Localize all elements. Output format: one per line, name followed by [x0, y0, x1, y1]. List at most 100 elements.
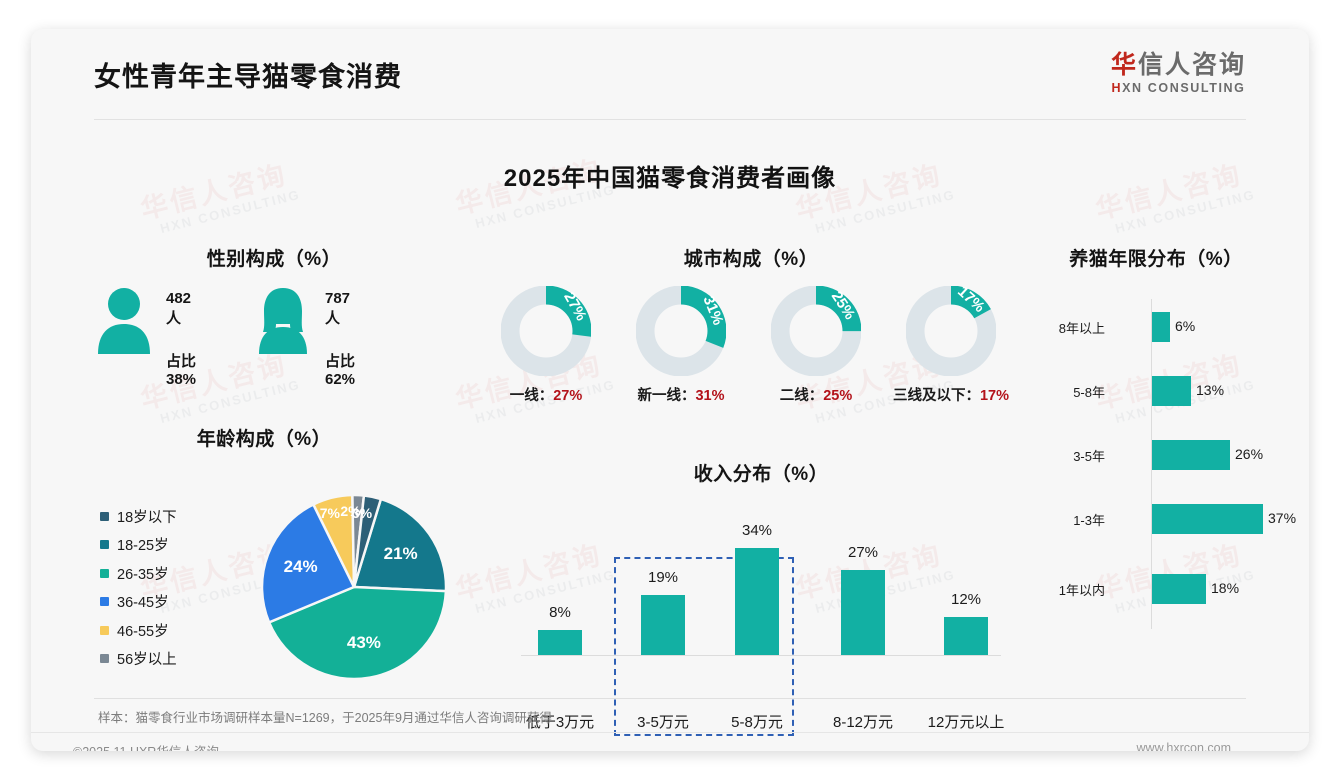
income-bar-低于3万元: [538, 629, 582, 655]
pie-slice-label: 7%: [319, 505, 340, 522]
donut-新一线: 31%: [636, 286, 726, 376]
age-pie: 21% 43% 24% 7% 2% 3%: [259, 492, 449, 682]
income-bar-8-12万元: [841, 569, 885, 655]
tenure-bar-1-3年: [1152, 504, 1263, 534]
tenure-axis: [1151, 299, 1152, 629]
header: 女性青年主导猫零食消费 华信人咨询 HXN CONSULTING: [31, 29, 1309, 120]
legend-swatch-icon: [100, 540, 109, 550]
tenure-category-label: 5-8年: [1073, 385, 1105, 400]
legend-item-18岁以下[interactable]: 18岁以下: [100, 502, 177, 531]
tenure-bar-value: 37%: [1268, 510, 1297, 526]
legend-label: 46-55岁: [117, 623, 169, 640]
income-bar-3-5万元: [641, 595, 685, 655]
tenure-category-label: 1年以内: [1058, 583, 1105, 598]
legend-item-26-35岁[interactable]: 26-35岁: [100, 559, 177, 588]
tenure-category-label: 3-5年: [1073, 449, 1105, 464]
male-share: 占比38%: [166, 353, 197, 388]
tenure-bar-8年以上: [1152, 312, 1170, 342]
tenure-row: 8年以上 6%: [1031, 312, 1281, 342]
income-bar-value: 12%: [950, 591, 982, 609]
income-highlight-box: [614, 557, 794, 736]
brand-logo: 华信人咨询 HXN CONSULTING: [1111, 52, 1246, 95]
legend-swatch-icon: [100, 625, 109, 635]
age-title: 年龄构成（%）: [196, 429, 332, 450]
page-title: 女性青年主导猫零食消费: [94, 62, 402, 92]
donut-label-value: 17%: [979, 388, 1010, 404]
donut-二线: 25%: [771, 286, 861, 376]
infographic-card: 华信人咨询 HXN CONSULTING 华信人咨询 HXN CONSULTING 华信…: [31, 29, 1309, 751]
female-share: 占比62%: [325, 353, 356, 388]
donut-label: 三线及以下：17%: [871, 384, 1031, 405]
income-plot: 8% 低于3万元 19% 3-5万元 34% 5-8万元 27% 8-12万元 12% 12万元以…: [501, 511, 1021, 736]
tenure-row: 1-3年 37%: [1031, 504, 1296, 534]
income-category-label: 3-5万元: [637, 714, 689, 731]
header-divider: [94, 119, 1246, 120]
pie-slice-label: 24%: [283, 556, 318, 576]
legend-item-56岁以上[interactable]: 56岁以上: [100, 645, 177, 674]
donut-label-value: 31%: [695, 388, 725, 404]
tenure-row: 3-5年 26%: [1031, 440, 1281, 470]
logo-cn-accent: 华: [1110, 51, 1138, 79]
legend-item-46-55岁[interactable]: 46-55岁: [100, 616, 177, 645]
donut-label-value: 25%: [823, 388, 853, 404]
income-category-label: 低于3万元: [525, 714, 595, 731]
donut-label: 二线：25%: [736, 384, 896, 405]
income-bar-value: 34%: [741, 521, 773, 539]
income-bar-value: 19%: [647, 569, 679, 586]
female-stats: 787人 占比62%: [325, 290, 355, 388]
donut-label-text: 新一线：: [637, 388, 696, 404]
copyright: ©2025.11 HXR华信人咨询: [73, 741, 219, 751]
male-silhouette-icon: [94, 286, 154, 354]
female-silhouette-icon: [253, 286, 313, 354]
donut-label: 一线：27%: [466, 384, 626, 405]
legend-label: 18岁以下: [117, 509, 177, 526]
legend-swatch-icon: [100, 654, 109, 664]
subtitle: 2025年中国猫零食消费者画像: [503, 165, 837, 192]
legend-swatch-icon: [100, 568, 109, 578]
income-bar-5-8万元: [735, 547, 779, 655]
legend-label: 26-35岁: [117, 566, 169, 583]
tenure-category-label: 8年以上: [1058, 321, 1105, 336]
legend-label: 18-25岁: [117, 538, 169, 555]
tenure-category-label: 1-3年: [1073, 513, 1105, 528]
website-url: www.hxrcon.com: [1136, 741, 1231, 751]
income-distribution-chart: 收入分布（%） 8% 低于3万元 19% 3-5万元 34% 5-8万元 27% 8-12万元…: [501, 459, 1021, 736]
tenure-row: 5-8年 13%: [1031, 376, 1281, 406]
legend-swatch-icon: [100, 511, 109, 521]
tenure-row: 1年以内 18%: [1031, 574, 1281, 604]
tenure-bar-value: 18%: [1211, 580, 1240, 596]
tenure-title: 养猫年限分布（%）: [1069, 249, 1243, 270]
city-title: 城市构成（%）: [683, 249, 819, 270]
donut-三线及以下: 17%: [906, 283, 996, 376]
age-legend: 18岁以下 18-25岁 26-35岁 36-45岁 46-55岁 56岁以上: [100, 502, 177, 673]
donut-一线: 27%: [501, 286, 591, 376]
donut-label-value: 27%: [553, 388, 583, 404]
income-bar-value: 8%: [549, 603, 571, 621]
income-category-label: 12万元以上: [927, 714, 1005, 731]
legend-item-36-45岁[interactable]: 36-45岁: [100, 588, 177, 617]
tenure-bar-value: 26%: [1235, 446, 1264, 462]
age-composition-chart: 年龄构成（%） 18岁以下 18-25岁 26-35岁 36-45岁 46-55岁 56岁…: [94, 424, 474, 694]
footer-divider-2: [31, 732, 1309, 733]
income-category-label: 8-12万元: [832, 714, 894, 731]
logo-cn-rest: 信人咨询: [1137, 51, 1246, 79]
female-count: 787人: [325, 290, 351, 327]
male-stats: 482人 占比38%: [166, 290, 196, 388]
footer-divider: [94, 698, 1246, 699]
pie-slice-label: 2%: [340, 503, 361, 520]
legend-label: 56岁以上: [117, 652, 177, 669]
tenure-bar-3-5年: [1152, 440, 1230, 470]
pie-slice-label: 43%: [346, 633, 381, 653]
logo-chinese: 华信人咨询: [1111, 52, 1246, 78]
city-composition-chart: 城市构成（%） 27% 一线：27% 31% 新一线：31% 25% 二线：25% 17% 三…: [471, 244, 1031, 404]
income-title: 收入分布（%）: [693, 464, 829, 485]
pie-slice-label: 3%: [351, 504, 373, 521]
male-count: 482人: [166, 290, 192, 327]
income-bar-value: 27%: [847, 543, 879, 561]
legend-item-18-25岁[interactable]: 18-25岁: [100, 531, 177, 560]
income-category-label: 5-8万元: [731, 714, 783, 731]
gender-section: 性别构成（%） 482人 占比38%: [94, 244, 454, 388]
gender-title: 性别构成（%）: [206, 249, 342, 270]
donut-label-text: 一线：: [509, 388, 554, 404]
